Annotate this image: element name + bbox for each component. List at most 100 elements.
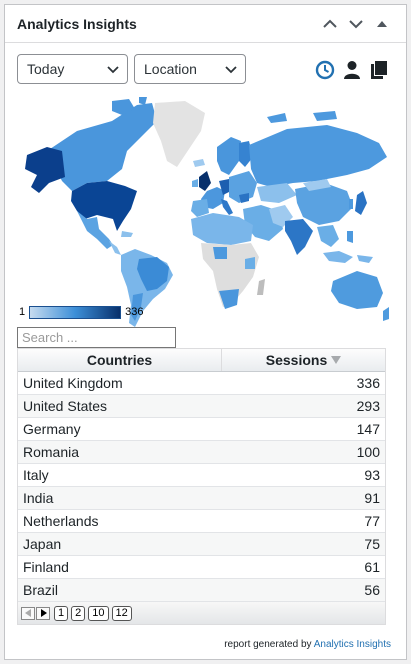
- map-indonesia[interactable]: [323, 251, 373, 263]
- table-row[interactable]: Romania 100: [18, 441, 385, 464]
- legend-max: 336: [125, 306, 144, 318]
- move-up-icon[interactable]: [318, 12, 342, 36]
- clock-icon[interactable]: [314, 59, 336, 81]
- map-iberia[interactable]: [191, 199, 209, 217]
- widget-title: Analytics Insights: [17, 15, 137, 32]
- map-philippines[interactable]: [347, 231, 353, 243]
- map-china[interactable]: [295, 183, 353, 225]
- map-japan[interactable]: [355, 191, 367, 215]
- table-row[interactable]: Brazil 56: [18, 579, 385, 602]
- triangle-right-icon: [40, 609, 47, 617]
- map-russia-islands[interactable]: [267, 111, 337, 123]
- period-select[interactable]: Today: [17, 54, 128, 84]
- map-se-asia[interactable]: [317, 225, 339, 247]
- triangle-left-icon: [24, 609, 31, 617]
- table-row[interactable]: India 91: [18, 487, 385, 510]
- sessions-cell: 93: [364, 467, 380, 483]
- table-body: United Kingdom 336 United States 293 Germa…: [18, 372, 385, 602]
- map-south-africa[interactable]: [219, 289, 239, 309]
- page-button-2[interactable]: 2: [71, 605, 86, 621]
- column-header-sessions[interactable]: Sessions: [222, 349, 385, 371]
- map-mexico[interactable]: [77, 211, 113, 249]
- widget-header: Analytics Insights: [5, 5, 406, 43]
- table-header: Countries Sessions: [18, 349, 385, 372]
- table-row[interactable]: Finland 61: [18, 556, 385, 579]
- map-mongolia[interactable]: [303, 179, 331, 191]
- analytics-widget: Analytics Insights Today Location: [4, 4, 407, 660]
- sessions-cell: 56: [364, 582, 380, 598]
- map-alaska[interactable]: [25, 147, 65, 193]
- map-uk[interactable]: [199, 171, 211, 191]
- map-germany[interactable]: [219, 179, 231, 195]
- map-nigeria[interactable]: [213, 247, 227, 259]
- map-madagascar[interactable]: [257, 279, 265, 295]
- map-argentina[interactable]: [131, 293, 143, 321]
- sessions-cell: 293: [356, 398, 380, 414]
- map-australia[interactable]: [331, 271, 383, 309]
- next-page-button[interactable]: [36, 606, 50, 620]
- period-select-value: Today: [27, 61, 65, 77]
- user-icon[interactable]: [341, 59, 363, 81]
- report-type-select[interactable]: Location: [134, 54, 246, 84]
- footer-text: report generated by: [224, 639, 312, 650]
- table-row[interactable]: United States 293: [18, 395, 385, 418]
- sessions-cell: 75: [364, 536, 380, 552]
- chevron-down-icon: [225, 66, 237, 74]
- chevron-down-icon: [107, 66, 119, 74]
- map-india[interactable]: [285, 219, 313, 255]
- page-button-10[interactable]: 10: [88, 605, 109, 621]
- map-brazil[interactable]: [137, 257, 169, 291]
- map-new-zealand[interactable]: [383, 307, 389, 321]
- map-russia[interactable]: [249, 125, 387, 187]
- report-footer: report generated by Analytics Insights: [224, 639, 391, 650]
- page-button-1[interactable]: 1: [54, 605, 69, 621]
- map-kazakhstan[interactable]: [257, 183, 297, 203]
- report-controls: Today Location: [17, 54, 395, 86]
- pagination: 1 2 10 12: [18, 602, 385, 624]
- map-greenland[interactable]: [153, 101, 205, 167]
- map-europe-east[interactable]: [229, 171, 257, 203]
- world-map-svg: [25, 97, 389, 327]
- map-kenya[interactable]: [245, 257, 255, 269]
- legend-min: 1: [19, 306, 26, 318]
- table-row[interactable]: Netherlands 77: [18, 510, 385, 533]
- map-canada[interactable]: [47, 103, 157, 191]
- map-iceland[interactable]: [193, 159, 205, 167]
- map-korea[interactable]: [349, 199, 353, 209]
- page-button-12[interactable]: 12: [111, 605, 132, 621]
- sessions-cell: 91: [364, 490, 380, 506]
- sort-desc-icon: [331, 355, 342, 364]
- map-romania[interactable]: [239, 193, 249, 203]
- map-north-africa[interactable]: [191, 213, 253, 245]
- country-cell: United States: [23, 398, 108, 414]
- table-row[interactable]: Germany 147: [18, 418, 385, 441]
- table-row[interactable]: Japan 75: [18, 533, 385, 556]
- column-header-countries[interactable]: Countries: [18, 349, 222, 371]
- country-cell: Netherlands: [23, 513, 99, 529]
- country-cell: Italy: [23, 467, 49, 483]
- map-usa[interactable]: [71, 181, 137, 231]
- search-input[interactable]: Search ...: [17, 327, 176, 348]
- map-ireland[interactable]: [192, 179, 198, 187]
- map-scandinavia[interactable]: [217, 137, 241, 175]
- country-cell: United Kingdom: [23, 375, 123, 391]
- country-cell: India: [23, 490, 54, 506]
- report-type-select-value: Location: [144, 61, 197, 77]
- footer-link[interactable]: Analytics Insights: [313, 639, 391, 650]
- table-row[interactable]: Italy 93: [18, 464, 385, 487]
- move-down-icon[interactable]: [344, 12, 368, 36]
- prev-page-button[interactable]: [21, 606, 35, 620]
- column-header-sessions-label: Sessions: [265, 352, 328, 368]
- sessions-cell: 77: [364, 513, 380, 529]
- country-cell: Japan: [23, 536, 62, 552]
- copy-icon[interactable]: [368, 59, 390, 81]
- sessions-cell: 61: [364, 559, 380, 575]
- collapse-toggle-icon[interactable]: [370, 12, 394, 36]
- column-header-countries-label: Countries: [86, 352, 153, 368]
- map-legend: 1 336: [19, 304, 143, 320]
- map-canada-north[interactable]: [112, 97, 147, 115]
- geo-map[interactable]: [17, 91, 395, 331]
- map-italy[interactable]: [221, 199, 233, 215]
- map-central-america[interactable]: [109, 231, 133, 255]
- table-row[interactable]: United Kingdom 336: [18, 372, 385, 395]
